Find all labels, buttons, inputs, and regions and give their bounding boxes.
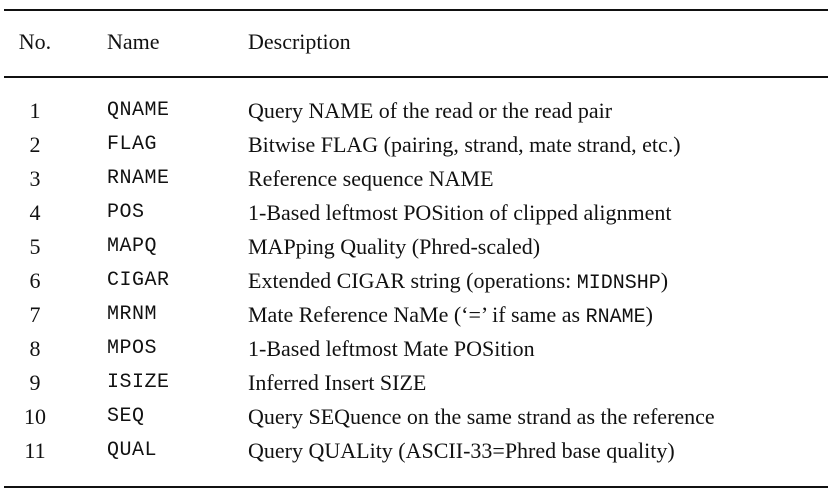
field-name: MRNM bbox=[107, 303, 158, 326]
row-number: 7 bbox=[29, 302, 41, 327]
field-description: Mate Reference NaMe (‘=’ if same as RNAM… bbox=[248, 302, 653, 331]
field-description: Extended CIGAR string (operations: MIDNS… bbox=[248, 268, 668, 297]
field-description: 1-Based leftmost Mate POSition bbox=[248, 336, 535, 362]
description-text: Bitwise FLAG (pairing, strand, mate stra… bbox=[248, 132, 681, 157]
top-rule bbox=[4, 9, 828, 11]
table-row: 11 QUAL Query QUALity (ASCII-33=Phred base… bbox=[0, 435, 837, 469]
field-name: FLAG bbox=[107, 133, 158, 156]
field-name: MPOS bbox=[107, 337, 158, 360]
description-text: Query NAME of the read or the read pair bbox=[248, 98, 613, 123]
description-text: ) bbox=[660, 268, 669, 293]
description-text: Inferred Insert SIZE bbox=[248, 370, 427, 395]
field-description: MAPping Quality (Phred-scaled) bbox=[248, 234, 540, 260]
table-row: 7 MRNM Mate Reference NaMe (‘=’ if same as… bbox=[0, 299, 837, 333]
row-number: 11 bbox=[24, 438, 46, 463]
field-description: Query NAME of the read or the read pair bbox=[248, 98, 612, 124]
row-number: 5 bbox=[29, 234, 41, 259]
table-row: 6 CIGAR Extended CIGAR string (operations:… bbox=[0, 265, 837, 299]
field-name: CIGAR bbox=[107, 269, 170, 292]
code-fragment: RNAME bbox=[585, 306, 646, 329]
table-row: 10 SEQ Query SEQuence on the same strand a… bbox=[0, 401, 837, 435]
field-name: RNAME bbox=[107, 167, 170, 190]
table-row: 2 FLAG Bitwise FLAG (pairing, strand, mate… bbox=[0, 129, 837, 163]
table-row: 4 POS 1-Based leftmost POSition of clipped… bbox=[0, 197, 837, 231]
description-text: Reference sequence NAME bbox=[248, 166, 494, 191]
row-number: 9 bbox=[29, 370, 41, 395]
row-number: 4 bbox=[29, 200, 41, 225]
field-name: SEQ bbox=[107, 405, 145, 428]
field-name: POS bbox=[107, 201, 145, 224]
field-description: Reference sequence NAME bbox=[248, 166, 494, 192]
description-text: Mate Reference NaMe (‘=’ if same as bbox=[248, 302, 586, 327]
header-no: No. bbox=[18, 29, 52, 54]
row-number: 1 bbox=[29, 98, 41, 123]
code-fragment: MIDNSHP bbox=[576, 272, 661, 295]
description-text: 1-Based leftmost Mate POSition bbox=[248, 336, 535, 361]
table-row: 9 ISIZE Inferred Insert SIZE bbox=[0, 367, 837, 401]
header-name: Name bbox=[107, 29, 160, 54]
field-description: Inferred Insert SIZE bbox=[248, 370, 426, 396]
table-row: 1 QNAME Query NAME of the read or the read… bbox=[0, 95, 837, 129]
description-text: Query SEQuence on the same strand as the… bbox=[248, 404, 715, 429]
description-text: MAPping Quality (Phred-scaled) bbox=[248, 234, 541, 259]
header-description: Description bbox=[248, 29, 351, 54]
description-text: Extended CIGAR string (operations: bbox=[248, 268, 577, 293]
bottom-rule bbox=[4, 486, 828, 488]
field-name: QNAME bbox=[107, 99, 170, 122]
row-number: 3 bbox=[29, 166, 41, 191]
field-name: MAPQ bbox=[107, 235, 158, 258]
table-row: 5 MAPQ MAPping Quality (Phred-scaled) bbox=[0, 231, 837, 265]
row-number: 10 bbox=[24, 404, 46, 429]
row-number: 8 bbox=[29, 336, 41, 361]
description-text: Query QUALity (ASCII-33=Phred base quali… bbox=[248, 438, 675, 463]
field-description: Query QUALity (ASCII-33=Phred base quali… bbox=[248, 438, 675, 464]
header-rule bbox=[4, 76, 828, 78]
field-name: QUAL bbox=[107, 439, 158, 462]
field-name: ISIZE bbox=[107, 371, 170, 394]
table-body: 1 QNAME Query NAME of the read or the read… bbox=[0, 95, 837, 469]
row-number: 6 bbox=[29, 268, 41, 293]
field-description: Bitwise FLAG (pairing, strand, mate stra… bbox=[248, 132, 681, 158]
description-text: ) bbox=[645, 302, 653, 327]
table-row: 8 MPOS 1-Based leftmost Mate POSition bbox=[0, 333, 837, 367]
table-row: 3 RNAME Reference sequence NAME bbox=[0, 163, 837, 197]
row-number: 2 bbox=[29, 132, 41, 157]
description-text: 1-Based leftmost POSition of clipped ali… bbox=[248, 200, 672, 225]
field-description: Query SEQuence on the same strand as the… bbox=[248, 404, 715, 430]
field-description: 1-Based leftmost POSition of clipped ali… bbox=[248, 200, 671, 226]
